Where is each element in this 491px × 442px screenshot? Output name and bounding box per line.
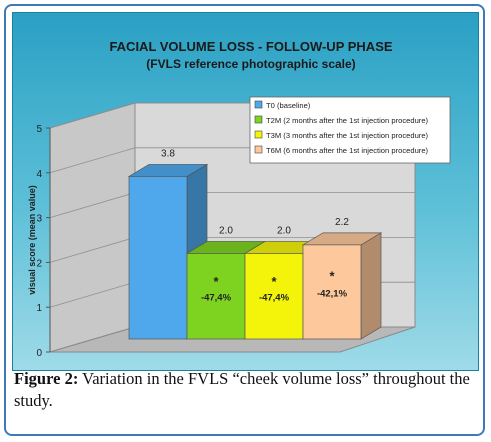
legend-label: T0 (baseline)	[266, 101, 311, 110]
legend-label: T3M (3 months after the 1st injection pr…	[266, 131, 429, 140]
chart-side-wall	[49, 102, 136, 353]
legend-swatch	[254, 145, 263, 154]
bar-value-label: 2.0	[277, 225, 291, 236]
caption-label: Figure 2:	[14, 369, 79, 388]
bar-chart: 0 1 2 3 4 5 visual score (mean value) FACIAL …	[27, 39, 451, 359]
y-axis-label: visual score (mean value)	[27, 185, 37, 295]
legend-swatch	[254, 130, 263, 139]
legend-swatch	[254, 100, 263, 109]
y-tick-label: 3	[36, 214, 42, 225]
significance-marker: *	[329, 269, 335, 284]
percent-change-label: -42,1%	[317, 289, 348, 300]
y-tick-label: 1	[36, 303, 42, 314]
chart-title: FACIAL VOLUME LOSS - FOLLOW-UP PHASE	[109, 39, 392, 54]
significance-marker: *	[271, 274, 277, 289]
bar-value-label: 2.0	[219, 225, 233, 236]
chart-subtitle: (FVLS reference photographic scale)	[146, 57, 355, 71]
legend-label: T2M (2 months after the 1st injection pr…	[266, 116, 429, 125]
figure-caption: Figure 2: Variation in the FVLS “cheek v…	[14, 368, 476, 412]
bar-side	[360, 232, 382, 340]
bar	[302, 244, 362, 340]
significance-marker: *	[213, 274, 219, 289]
percent-change-label: -47,4%	[201, 292, 232, 303]
bar-value-label: 2.2	[335, 217, 349, 228]
bar	[186, 253, 246, 340]
y-tick-label: 0	[36, 348, 42, 359]
legend-box	[249, 96, 451, 164]
caption-text: Variation in the FVLS “cheek volume loss…	[14, 369, 470, 410]
y-tick-label: 5	[36, 124, 42, 135]
bar	[244, 253, 304, 340]
legend-label: T6M (6 months after the 1st injection pr…	[266, 146, 429, 155]
percent-change-label: -47,4%	[259, 292, 290, 303]
y-tick-label: 4	[36, 169, 42, 180]
y-tick-label: 2	[36, 258, 42, 269]
legend-swatch	[254, 115, 263, 124]
bar-value-label: 3.8	[161, 148, 175, 159]
bar-group: 2.2 * -42,1%	[301, 217, 383, 340]
chart-panel: 0 1 2 3 4 5 visual score (mean value) FACIAL …	[12, 12, 479, 371]
bar	[128, 176, 188, 340]
